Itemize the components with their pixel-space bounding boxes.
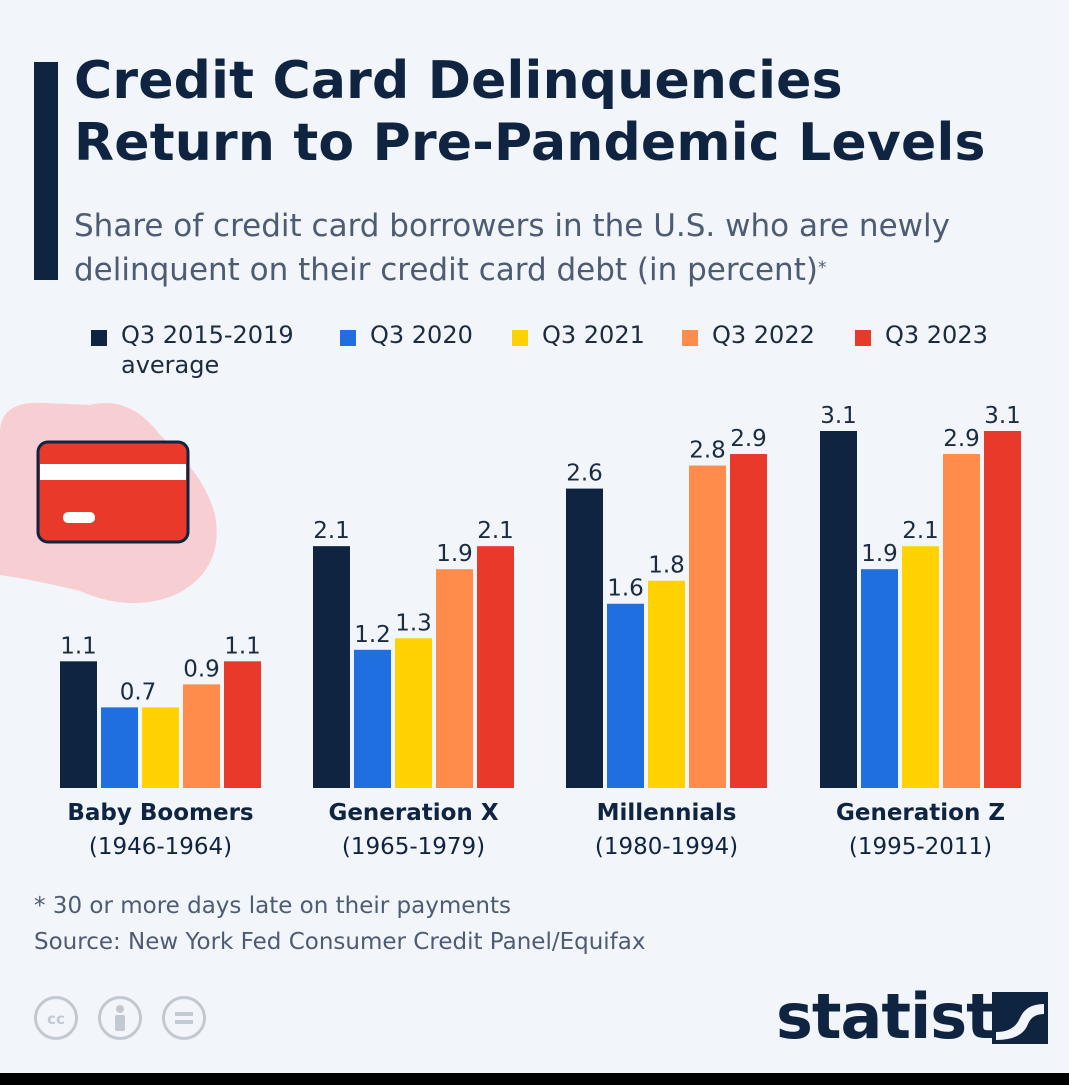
subtitle-line-2: delinquent on their credit card debt (in… [74, 248, 1054, 292]
bar-millennials-4 [689, 465, 726, 788]
legend-swatch [91, 330, 107, 346]
bar-value-label: 1.8 [648, 553, 685, 579]
bar-generation-x-5 [477, 546, 514, 788]
bar-generation-x-3 [395, 638, 432, 788]
bar-value-label: 1.9 [436, 541, 473, 567]
subtitle-line-1: Share of credit card borrowers in the U.… [74, 208, 950, 244]
bar-value-label: 1.9 [861, 541, 898, 567]
category-range-label: (1995-2011) [849, 834, 992, 860]
category-range-label: (1965-1979) [342, 834, 485, 860]
legend: Q3 2015-2019 average Q3 2020 Q3 2021 Q3 2… [0, 320, 1069, 390]
legend-label: Q3 2015-2019 average [121, 320, 294, 380]
statista-logo[interactable]: statista [776, 982, 1056, 1052]
bar-value-label: 2.8 [689, 438, 726, 464]
category-label: Millennials [597, 800, 737, 826]
card-chip [63, 512, 95, 523]
bar-value-label: 2.1 [477, 518, 514, 544]
title-line-2: Return to Pre-Pandemic Levels [74, 113, 986, 173]
subtitle-footnote-marker: * [817, 258, 827, 278]
category-label: Generation X [328, 800, 498, 826]
bar-generation-z-4 [943, 454, 980, 788]
bar-value-label: 1.1 [224, 633, 261, 659]
title-line-1: Credit Card Delinquencies [74, 51, 843, 111]
credit-card-illustration [0, 402, 217, 604]
chart-subtitle: Share of credit card borrowers in the U.… [74, 204, 1054, 292]
bar-value-label: 1.2 [354, 622, 391, 648]
bar-generation-z-5 [984, 431, 1021, 788]
category-label: Baby Boomers [67, 800, 253, 826]
bar-value-label: 2.1 [313, 518, 350, 544]
legend-label: Q3 2021 [542, 321, 645, 349]
bar-value-label: 2.9 [730, 426, 767, 452]
bar-millennials-2 [607, 603, 644, 788]
footnote: * 30 or more days late on their payments [34, 893, 511, 919]
bar-generation-z-3 [902, 546, 939, 788]
category-range-label: (1980-1994) [595, 834, 738, 860]
category-label: Generation Z [836, 800, 1005, 826]
bar-value-label: 2.9 [943, 426, 980, 452]
bar-generation-z-1 [820, 431, 857, 788]
subtitle-line-2-text: delinquent on their credit card debt (in… [74, 252, 818, 288]
bar-generation-z-2 [861, 569, 898, 788]
bar-generation-x-4 [436, 569, 473, 788]
attribution-icon[interactable] [98, 996, 142, 1040]
bar-baby-boomers-1 [60, 661, 97, 788]
title-accent-bar [34, 62, 58, 280]
no-derivatives-icon-glyph [175, 1012, 193, 1024]
bar-value-label: 1.1 [60, 633, 97, 659]
bar-value-label: 2.6 [566, 461, 603, 487]
card-stripe [40, 464, 186, 480]
bar-baby-boomers-2 [101, 707, 138, 788]
legend-label: Q3 2020 [370, 321, 473, 349]
bar-generation-x-2 [354, 649, 391, 788]
legend-label: Q3 2022 [712, 321, 815, 349]
bar-baby-boomers-5 [224, 661, 261, 788]
legend-swatch [512, 330, 528, 346]
bar-value-label: 0.9 [183, 656, 220, 682]
bar-value-label: 3.1 [820, 403, 857, 429]
no-derivatives-icon[interactable] [162, 996, 206, 1040]
bar-generation-x-1 [313, 546, 350, 788]
category-range-label: (1946-1964) [89, 834, 232, 860]
attribution-icon-glyph [115, 1005, 125, 1031]
legend-label: Q3 2023 [885, 321, 988, 349]
cc-icon-glyph: cc [47, 1010, 65, 1028]
cc-icon[interactable]: cc [34, 996, 78, 1040]
legend-swatch [682, 330, 698, 346]
bar-value-label: 2.1 [902, 518, 939, 544]
legend-label-line-2: average [121, 351, 220, 379]
bar-baby-boomers-4 [183, 684, 220, 788]
bar-baby-boomers-3 [142, 707, 179, 788]
statista-logo-icon [992, 992, 1048, 1044]
bar-millennials-1 [566, 488, 603, 788]
bar-value-label: 3.1 [984, 403, 1021, 429]
bottom-edge [0, 1073, 1069, 1085]
bar-value-label: 0.7 [120, 679, 157, 705]
legend-swatch [340, 330, 356, 346]
chart-title: Credit Card Delinquencies Return to Pre-… [74, 50, 1054, 174]
bar-millennials-5 [730, 454, 767, 788]
bar-value-label: 1.6 [607, 576, 644, 602]
bar-value-label: 1.3 [395, 610, 432, 636]
svg-text:cc: cc [47, 1010, 65, 1028]
source-link[interactable]: Source: New York Fed Consumer Credit Pan… [34, 929, 646, 955]
legend-swatch [855, 330, 871, 346]
legend-label-line-1: Q3 2015-2019 [121, 321, 294, 349]
bar-millennials-3 [648, 580, 685, 788]
